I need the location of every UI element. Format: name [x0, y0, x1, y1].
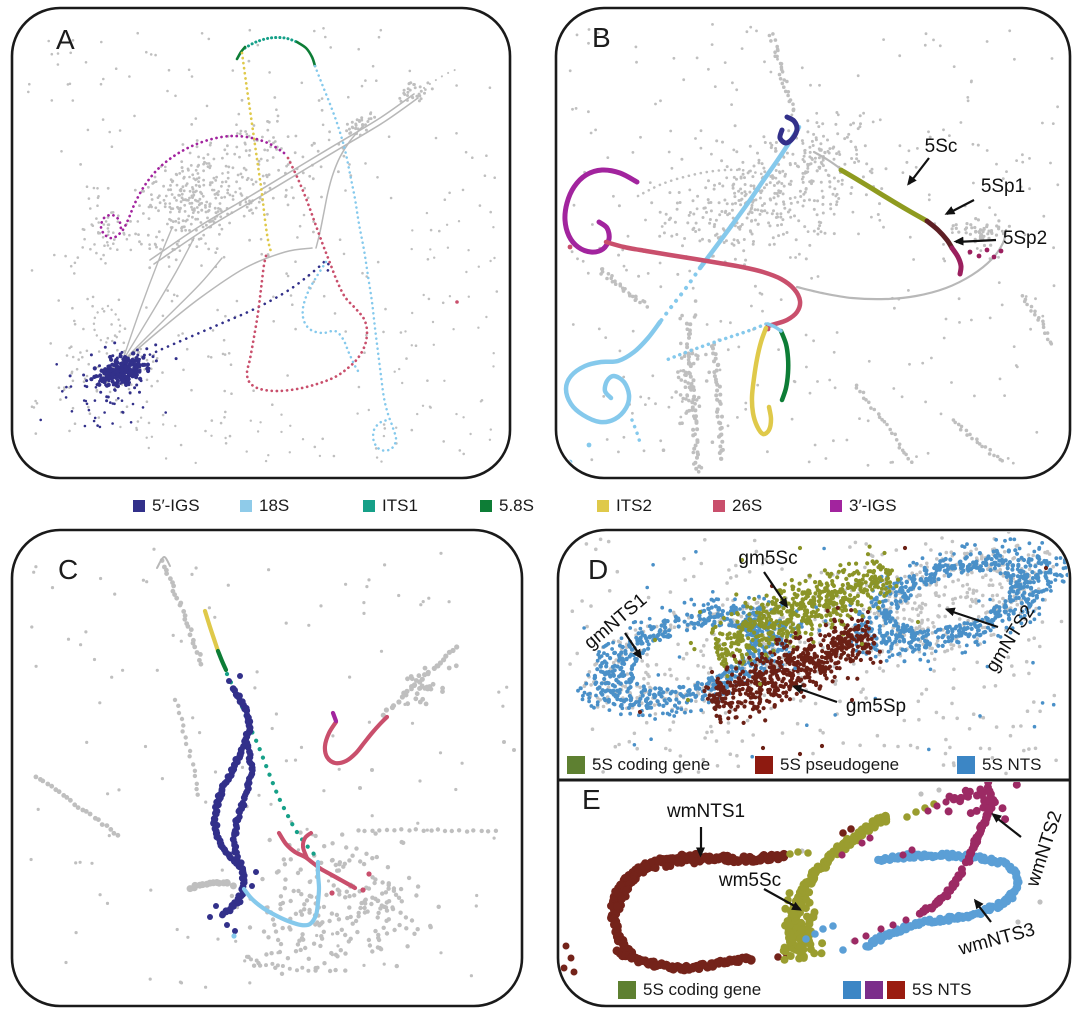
- annotation-arrow: [944, 199, 975, 215]
- panel-label-d: D: [588, 554, 609, 585]
- legend-item-its1: ITS1: [363, 495, 418, 517]
- legend-label: 5.8S: [499, 496, 534, 515]
- legend-swatch: [567, 756, 585, 774]
- annotation-arrow: [763, 571, 788, 609]
- legend-swatch: [843, 981, 861, 999]
- legend-item-its2: ITS2: [597, 495, 652, 517]
- annotation-arrow: [973, 898, 992, 923]
- legend-item-5s-nts: 5S NTS: [957, 753, 1042, 777]
- legend-swatch: [755, 756, 773, 774]
- legend-swatch: [363, 500, 375, 512]
- legend-label: 5S NTS: [982, 755, 1042, 774]
- annotation-label-wm5sc: wm5Sc: [718, 870, 782, 891]
- legend-item-5s-nts: 5S NTS: [843, 978, 972, 1002]
- legend-label: ITS1: [382, 496, 418, 515]
- legend-item-5s-pseudogene: 5S pseudogene: [755, 753, 899, 777]
- annotation-label-wmnts1: wmNTS1: [666, 801, 746, 822]
- legend-label: 5S coding gene: [592, 755, 711, 774]
- legend-item-5s-coding-gene: 5S coding gene: [567, 753, 710, 777]
- panel-C-points: [29, 547, 516, 989]
- panel-label-e: E: [582, 784, 601, 815]
- annotation-label-5sp2: 5Sp2: [1002, 228, 1048, 249]
- legend-swatch: [133, 500, 145, 512]
- annotation-arrow: [624, 632, 642, 660]
- legend-label: 5S pseudogene: [780, 755, 900, 774]
- annotation-label-5sp1: 5Sp1: [980, 176, 1026, 197]
- legend-label: 26S: [732, 496, 763, 515]
- annotation-label-5sc: 5Sc: [924, 136, 958, 157]
- legend-swatch: [713, 500, 725, 512]
- legend-label: 5′-IGS: [152, 496, 200, 515]
- panel-label-c: C: [58, 554, 79, 585]
- legend-item-5s-coding-gene: 5S coding gene: [618, 978, 761, 1002]
- legend-label: 5S NTS: [912, 980, 972, 999]
- legend-item-5-igs: 5′-IGS: [133, 495, 200, 517]
- annotation-label-gm5sc: gm5Sc: [738, 548, 798, 569]
- legend-swatch: [597, 500, 609, 512]
- legend-item-3-igs: 3′-IGS: [830, 495, 897, 517]
- legend-swatch: [957, 756, 975, 774]
- panel-label-b: B: [592, 22, 611, 53]
- legend-item-18s: 18S: [240, 495, 289, 517]
- panel-E-points: [560, 782, 1043, 976]
- annotation-arrow: [763, 888, 802, 911]
- annotation-arrow: [953, 236, 997, 246]
- legend-swatch: [618, 981, 636, 999]
- legend-label: ITS2: [616, 496, 652, 515]
- legend-swatch: [887, 981, 905, 999]
- annotation-arrow: [791, 684, 838, 704]
- annotation-arrow: [991, 813, 1022, 838]
- legend-swatch: [240, 500, 252, 512]
- legend-item-26s: 26S: [713, 495, 762, 517]
- legend-item-5-8s: 5.8S: [480, 495, 534, 517]
- panel-label-a: A: [56, 24, 75, 55]
- panel-D-points: [568, 532, 1068, 776]
- panel-B-points: [562, 23, 1060, 474]
- legend-label: 3′-IGS: [849, 496, 897, 515]
- annotation-arrow: [944, 607, 999, 629]
- annotation-arrows: [624, 157, 1022, 923]
- panel-A-points: [27, 27, 499, 465]
- legend-swatch: [865, 981, 883, 999]
- legend-label: 18S: [259, 496, 290, 515]
- legend-swatch: [830, 500, 842, 512]
- annotation-arrow: [907, 157, 930, 186]
- panel-frames: [10, 6, 1072, 1008]
- legend-swatch: [480, 500, 492, 512]
- annotation-label-gm5sp: gm5Sp: [845, 696, 907, 717]
- legend-label: 5S coding gene: [643, 980, 762, 999]
